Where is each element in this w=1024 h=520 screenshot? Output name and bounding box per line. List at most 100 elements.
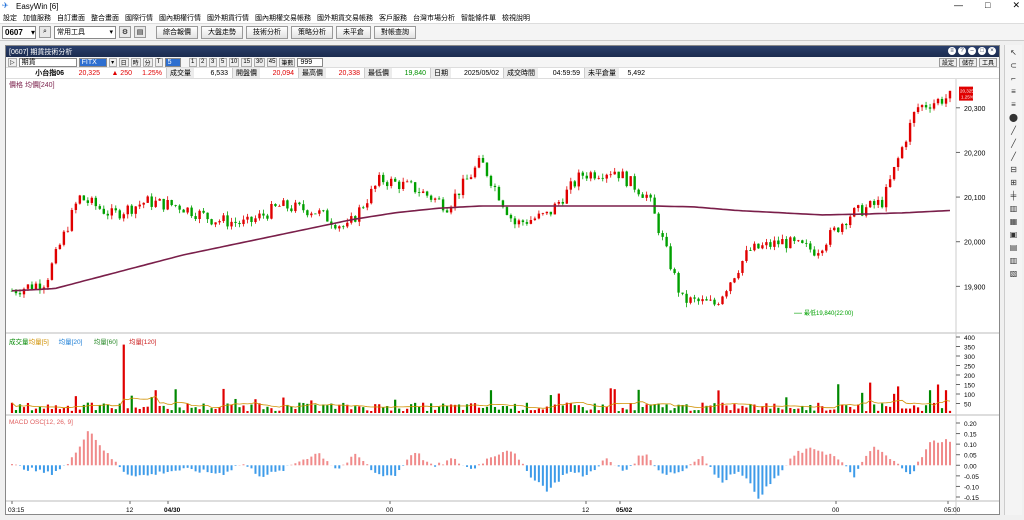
bar-count-label: 筆數 xyxy=(279,57,296,67)
macd-bar xyxy=(394,465,397,476)
menu-item-0[interactable]: 設定 xyxy=(3,14,17,22)
type-select[interactable]: 期貨 xyxy=(18,57,77,67)
strategy-analysis-button[interactable]: 策略分析 xyxy=(291,25,333,39)
volume-bar xyxy=(178,407,181,413)
symbol-picker-icon[interactable]: ▾ xyxy=(108,57,117,67)
menu-item-9[interactable]: 客戶服務 xyxy=(379,14,407,22)
cols-icon[interactable]: ▥ xyxy=(1009,256,1018,265)
candle-body xyxy=(817,253,820,256)
candle-body xyxy=(553,203,557,215)
bar-count-input[interactable]: 999 xyxy=(297,57,324,67)
candle-body xyxy=(230,221,233,227)
menu-item-10[interactable]: 台灣市場分析 xyxy=(413,14,455,22)
hatch-icon[interactable]: ▧ xyxy=(1009,269,1018,278)
dot-icon[interactable]: ⬤ xyxy=(1009,113,1018,122)
bars-icon[interactable]: ▥ xyxy=(1009,204,1018,213)
settings-button[interactable]: 設定 xyxy=(938,58,957,67)
candle-body xyxy=(374,185,377,189)
lines2-icon[interactable]: ≡ xyxy=(1011,100,1016,109)
minute-30-button[interactable]: 30 xyxy=(254,57,265,67)
open-interest-button[interactable]: 未平倉 xyxy=(336,25,371,39)
symbol-select[interactable]: FITX xyxy=(78,57,107,67)
menu-item-2[interactable]: 自訂畫面 xyxy=(57,14,85,22)
cross-icon[interactable]: ╪ xyxy=(1010,191,1017,200)
volume-bar xyxy=(920,410,924,413)
volume-bar xyxy=(948,410,952,413)
minute-15-button[interactable]: 15 xyxy=(241,57,253,67)
candle-body xyxy=(358,207,361,222)
search-icon[interactable]: ⌕ xyxy=(39,26,51,38)
layout-icon[interactable]: ▤ xyxy=(134,26,146,38)
maximize-button[interactable]: □ xyxy=(985,0,991,10)
ray-icon[interactable]: ╱ xyxy=(1011,139,1016,148)
menu-item-4[interactable]: 國際行情 xyxy=(125,14,153,22)
period-value-input[interactable]: 5 xyxy=(164,57,181,67)
box-icon[interactable]: ⊟ xyxy=(1010,165,1017,174)
tools-dropdown[interactable]: 常用工具 ▾ xyxy=(54,25,116,39)
period-hour-button[interactable]: 時 xyxy=(130,57,141,67)
macd-bar xyxy=(218,465,221,473)
menu-item-6[interactable]: 國外期貨行情 xyxy=(207,14,249,22)
volume-bar xyxy=(817,402,820,413)
macd-bar xyxy=(569,465,572,472)
menu-item-1[interactable]: 加值服務 xyxy=(23,14,51,22)
market-trend-button[interactable]: 大盤走勢 xyxy=(201,25,243,39)
macd-bar xyxy=(925,449,928,466)
minute-5-button[interactable]: 5 xyxy=(218,57,227,67)
volume-bar xyxy=(541,409,544,413)
curve-icon[interactable]: ⊂ xyxy=(1010,61,1017,70)
volume-bar xyxy=(106,404,109,413)
period-tick-button[interactable]: T xyxy=(154,57,163,67)
menu-item-8[interactable]: 國外期貨交易帳務 xyxy=(317,14,373,22)
menu-item-12[interactable]: 檢視說明 xyxy=(502,14,530,22)
square-icon[interactable]: ▣ xyxy=(1009,230,1018,239)
pointer-icon[interactable]: ↖ xyxy=(1010,48,1017,57)
save-button[interactable]: 儲存 xyxy=(958,58,977,67)
grid-icon[interactable]: ⊞ xyxy=(1010,178,1017,187)
macd-bar xyxy=(410,455,413,466)
candle-body xyxy=(837,227,840,232)
line-icon[interactable]: ╱ xyxy=(1011,126,1016,135)
panel-minimize-icon[interactable]: – xyxy=(968,47,976,55)
tools-button[interactable]: 工具 xyxy=(978,58,997,67)
minute-2-button[interactable]: 2 xyxy=(198,57,207,67)
minute-45-button[interactable]: 45 xyxy=(266,57,278,67)
rows-icon[interactable]: ▤ xyxy=(1009,243,1018,252)
minute-10-button[interactable]: 10 xyxy=(228,57,240,67)
chart-area[interactable]: 20,30020,20020,10020,00019,900最高20,338(0… xyxy=(6,71,999,520)
quote-button[interactable]: 綜合報價 xyxy=(156,25,198,39)
statement-query-button[interactable]: 對帳查詢 xyxy=(374,25,416,39)
candle-body xyxy=(605,174,608,179)
minimize-button[interactable]: — xyxy=(954,0,964,10)
panel-maximize-icon[interactable]: □ xyxy=(978,47,986,55)
play-icon[interactable]: ▷ xyxy=(8,57,17,67)
panel-menu-icon[interactable]: ≡ xyxy=(948,47,956,55)
minute-1-button[interactable]: 1 xyxy=(188,57,197,67)
table-icon[interactable]: ▦ xyxy=(1009,217,1018,226)
close-button[interactable]: ✕ xyxy=(1012,0,1020,10)
menu-item-11[interactable]: 智能條件單 xyxy=(461,14,496,22)
panel-close-icon[interactable]: × xyxy=(988,47,996,55)
hook-icon[interactable]: ⌐ xyxy=(1011,74,1016,83)
volume-bar xyxy=(605,406,608,413)
menu-item-7[interactable]: 國內期權交易帳務 xyxy=(255,14,311,22)
panel-help-icon[interactable]: ? xyxy=(958,47,966,55)
minute-3-button[interactable]: 3 xyxy=(208,57,217,67)
macd-bar xyxy=(306,459,309,466)
symbol-code-input[interactable]: 0607 ▾ xyxy=(2,25,36,39)
volume-bar xyxy=(418,406,421,413)
settings-icon[interactable]: ⚙ xyxy=(119,26,131,38)
chart-svg[interactable]: 20,30020,20020,10020,00019,900最高20,338(0… xyxy=(6,71,999,520)
macd-bar xyxy=(793,455,796,466)
technical-analysis-button[interactable]: 技術分析 xyxy=(246,25,288,39)
lines-icon[interactable]: ≡ xyxy=(1011,87,1016,96)
volume-bar xyxy=(330,403,333,413)
menu-item-3[interactable]: 整合畫面 xyxy=(91,14,119,22)
volume-bar xyxy=(857,404,860,413)
trend-icon[interactable]: ╱ xyxy=(1011,152,1016,161)
period-day-button[interactable]: 日 xyxy=(118,57,129,67)
menu-item-5[interactable]: 國內期權行情 xyxy=(159,14,201,22)
volume-bar xyxy=(625,409,628,413)
period-minute-button[interactable]: 分 xyxy=(142,57,153,67)
candle-body xyxy=(389,178,393,187)
